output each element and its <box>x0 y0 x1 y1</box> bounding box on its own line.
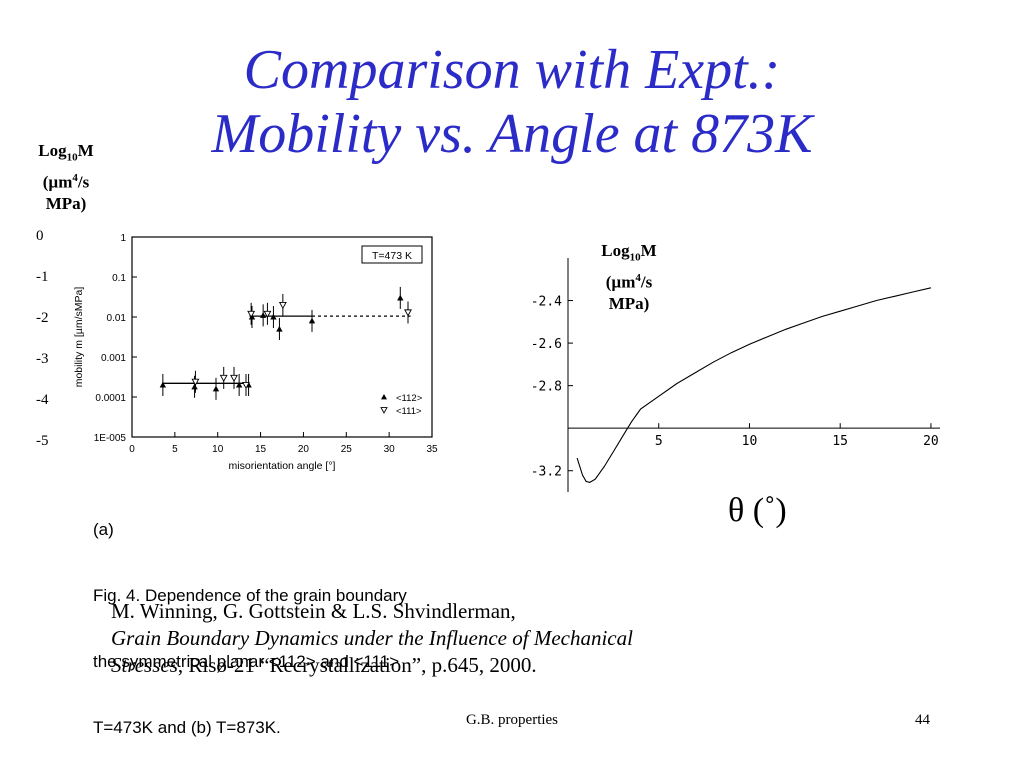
log-text: Log <box>38 141 67 160</box>
x-axis-label: misorientation angle [°] <box>229 460 336 472</box>
y-tick-label: 0.001 <box>101 353 126 364</box>
data-point-111 <box>404 309 412 317</box>
x-tick-label: 15 <box>832 434 848 449</box>
page-number: 44 <box>915 712 930 728</box>
data-point-112 <box>212 385 220 392</box>
unit-text-3: MPa) <box>608 294 650 314</box>
data-point-111 <box>247 310 256 318</box>
y-tick-label: 1 <box>120 233 126 244</box>
x-tick-label: 10 <box>742 434 758 449</box>
left-tick-0: 0 <box>36 228 44 244</box>
data-point-112 <box>308 317 316 324</box>
reference-authors: M. Winning, G. Gottstein & L.S. Shvindle… <box>111 599 516 623</box>
x-tick-label: 5 <box>655 434 663 449</box>
reference: M. Winning, G. Gottstein & L.S. Shvindle… <box>111 598 633 679</box>
figure-caption: (a) Fig. 4. Dependence of the grain boun… <box>93 475 407 761</box>
x-tick-label: 0 <box>129 444 135 455</box>
data-point-112 <box>191 383 198 390</box>
y-tick-label: 0.1 <box>112 273 126 284</box>
data-point-112 <box>276 325 283 332</box>
unit-superscript: 4 <box>635 272 641 285</box>
data-point-111 <box>278 301 287 310</box>
data-point-112 <box>270 313 277 320</box>
x-tick-label: 5 <box>172 444 178 455</box>
right-axis-label: Log10M (µm4/s MPa) <box>588 240 670 314</box>
legend-marker-112 <box>381 394 387 400</box>
x-tick-label: 10 <box>212 444 224 455</box>
m-text: M <box>77 141 94 160</box>
x-tick-label: 30 <box>384 444 396 455</box>
left-tick-2: -2 <box>36 310 49 326</box>
data-point-111 <box>263 310 272 318</box>
x-tick-label: 20 <box>923 434 939 449</box>
m-text: M <box>640 241 657 260</box>
title-line-2: Mobility vs. Angle at 873K <box>211 103 813 165</box>
x-tick-label: 20 <box>298 444 310 455</box>
slide-title: Comparison with Expt.: Mobility vs. Angl… <box>0 38 1024 166</box>
log-text: Log <box>601 241 630 260</box>
theta-axis-label: θ (˚) <box>728 492 787 529</box>
log-subscript: 10 <box>629 251 641 264</box>
y-tick-label: 0.01 <box>107 313 127 324</box>
x-tick-label: 25 <box>341 444 353 455</box>
legend-label-111: <111> <box>396 406 422 417</box>
data-point-111 <box>242 381 250 390</box>
caption-line-2: the symmetrical planar <112> and <111> <box>93 652 400 671</box>
y-tick-label: -2.6 <box>531 337 562 352</box>
data-point-111 <box>230 374 238 383</box>
unit-superscript: 4 <box>72 172 78 185</box>
unit-text: (µm <box>42 173 73 193</box>
mobility-curve <box>576 287 932 483</box>
data-point-111 <box>219 374 228 383</box>
unit-text-3: MPa) <box>45 194 87 214</box>
data-point-111 <box>191 378 200 386</box>
caption-crop-mask <box>456 495 486 565</box>
y-tick-label: -3.2 <box>531 465 562 480</box>
log-subscript: 10 <box>66 151 78 164</box>
annotation-text: T=473 K <box>372 250 412 262</box>
legend-marker-111 <box>380 407 388 414</box>
footer-text: G.B. properties <box>465 712 559 728</box>
left-tick-5: -5 <box>36 433 49 449</box>
reference-title-line-2: Stresses <box>111 653 178 677</box>
left-tick-4: -4 <box>36 392 49 408</box>
y-tick-label: 1E-005 <box>94 433 127 444</box>
data-point-112 <box>159 381 167 388</box>
annotation-box <box>361 245 423 264</box>
x-tick-label: 15 <box>255 444 267 455</box>
y-tick-label: -2.8 <box>531 380 562 395</box>
title-line-1: Comparison with Expt.: <box>243 39 781 101</box>
unit-text-2: /s <box>77 173 90 193</box>
left-tick-1: -1 <box>36 269 49 285</box>
left-axis-label: Log10M (µm4/s MPa) <box>26 140 106 214</box>
simulated-mobility-chart: -2.4 -2.6 -2.8 -3.2 5 10 15 20 <box>531 258 940 492</box>
caption-line-3: T=473K and (b) T=873K. <box>93 718 281 737</box>
legend-label-112: <112> <box>396 393 423 404</box>
unit-text: (µm <box>605 273 636 293</box>
data-point-112 <box>235 381 243 388</box>
reference-source: , Risø-21 “Recrystallization”, p.645, 20… <box>177 653 537 677</box>
data-point-112 <box>259 312 267 318</box>
panel-label: (a) <box>93 520 114 539</box>
plot-frame <box>131 236 433 438</box>
caption-line-1: Fig. 4. Dependence of the grain boundary <box>93 586 407 605</box>
x-tick-label: 35 <box>426 444 438 455</box>
left-tick-3: -3 <box>36 351 49 367</box>
data-point-112 <box>397 294 404 301</box>
y-tick-label: 0.0001 <box>95 393 126 404</box>
data-point-112 <box>248 313 256 320</box>
y-tick-label: -2.4 <box>531 295 562 310</box>
y-axis-label: mobility m [µm/sMPa] <box>73 287 85 388</box>
unit-text-2: /s <box>640 273 653 293</box>
reference-title-line-1: Grain Boundary Dynamics under the Influe… <box>111 626 633 650</box>
